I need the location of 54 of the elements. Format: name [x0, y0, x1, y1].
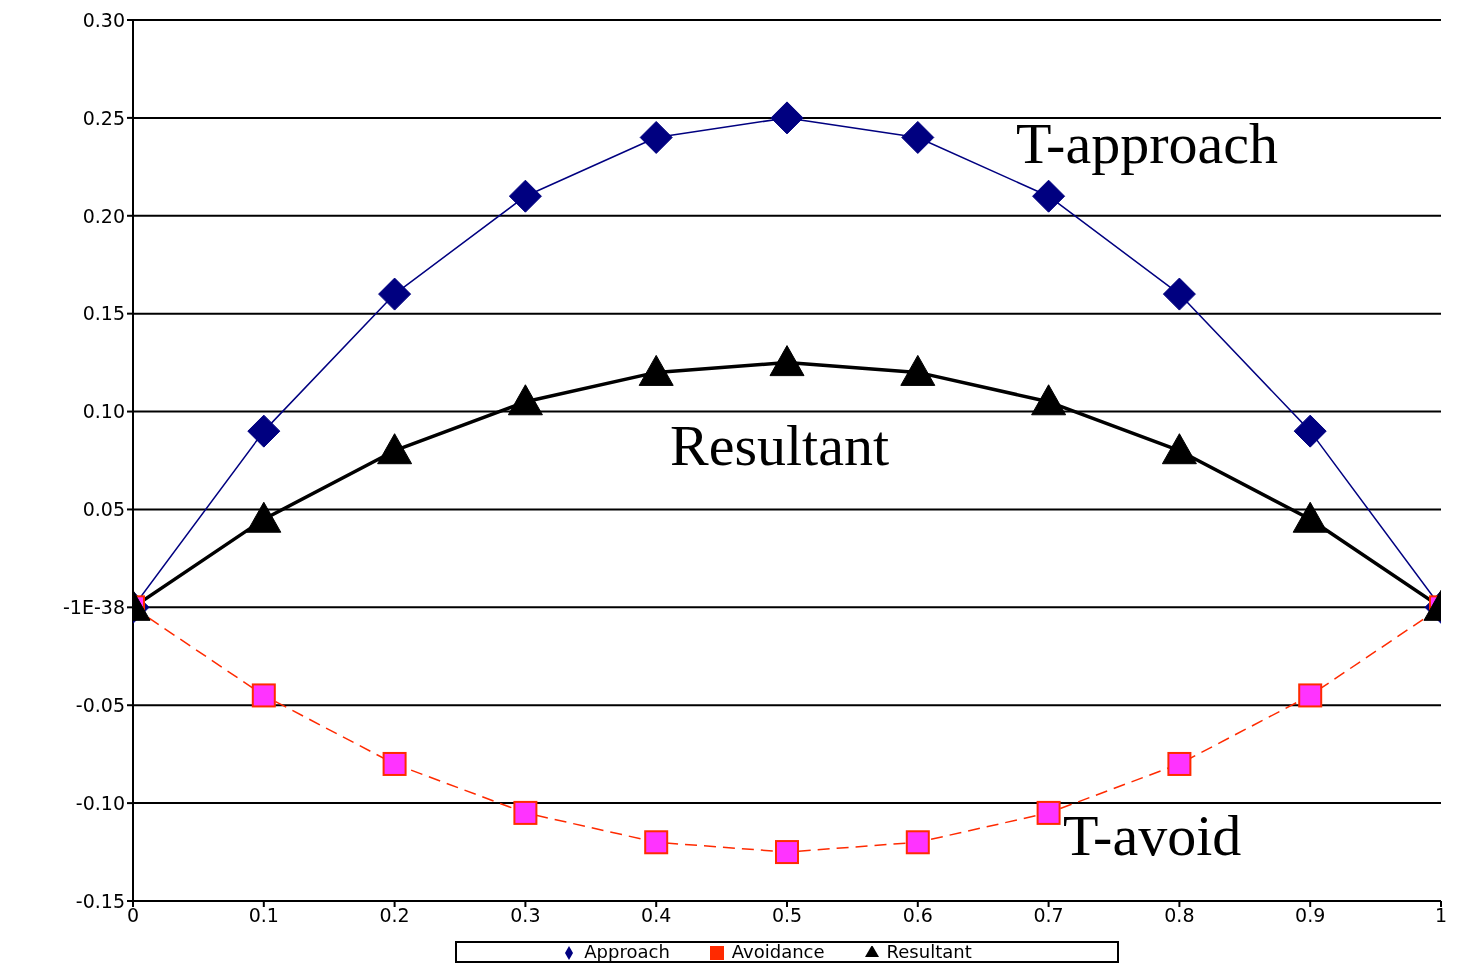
- point: [770, 101, 804, 135]
- y-tick-label: 0.10: [82, 400, 125, 423]
- x-tick-label: 1: [1434, 904, 1448, 927]
- point: [246, 501, 282, 533]
- legend-label: Avoidance: [731, 941, 825, 962]
- y-tick-label: -0.15: [75, 889, 125, 912]
- point: [378, 277, 412, 311]
- legend-label: Approach: [584, 941, 670, 962]
- y-tick-label: 0.25: [82, 106, 125, 129]
- point: [775, 840, 799, 865]
- x-tick-label: 0.6: [902, 904, 933, 927]
- y-tick-label: -1E-38: [63, 596, 125, 619]
- x-tick-label: 0: [126, 904, 140, 927]
- x-tick-label: 0.8: [1164, 904, 1195, 927]
- point: [644, 830, 669, 855]
- annotation: T-avoid: [1063, 803, 1242, 868]
- x-tick-label: 0.5: [771, 904, 803, 927]
- point: [247, 414, 281, 448]
- point: [1162, 277, 1196, 311]
- x-tick-label: 0.3: [510, 904, 541, 927]
- x-tick-label: 0.2: [379, 904, 410, 927]
- point: [1036, 800, 1061, 825]
- point: [1031, 384, 1067, 416]
- point: [769, 345, 805, 377]
- point: [638, 354, 674, 386]
- point: [1161, 433, 1197, 465]
- point: [905, 830, 930, 855]
- point: [1032, 179, 1066, 213]
- point: [639, 120, 673, 154]
- point: [251, 683, 276, 708]
- point: [1167, 751, 1192, 776]
- point: [507, 384, 543, 416]
- annotation: Resultant: [670, 413, 890, 478]
- point: [1292, 501, 1328, 533]
- point: [508, 179, 542, 213]
- y-tick-label: 0.20: [82, 204, 125, 227]
- y-tick-label: 0.05: [82, 498, 125, 521]
- x-tick-label: 0.1: [248, 904, 279, 927]
- point: [1298, 683, 1323, 708]
- y-tick-label: -0.05: [75, 693, 125, 716]
- x-tick-label: 0.9: [1295, 904, 1326, 927]
- y-tick-label: 0.15: [82, 302, 125, 325]
- legend-label: Resultant: [886, 941, 972, 962]
- point: [382, 751, 407, 776]
- y-tick-label: 0.30: [82, 8, 125, 31]
- annotation: T-approach: [1016, 111, 1278, 176]
- point: [377, 433, 413, 465]
- point: [513, 800, 538, 825]
- y-tick-label: -0.10: [75, 791, 125, 814]
- point: [900, 354, 936, 386]
- x-tick-label: 0.4: [641, 904, 672, 927]
- point: [901, 120, 935, 154]
- point: [1293, 414, 1327, 448]
- x-tick-label: 0.7: [1033, 904, 1064, 927]
